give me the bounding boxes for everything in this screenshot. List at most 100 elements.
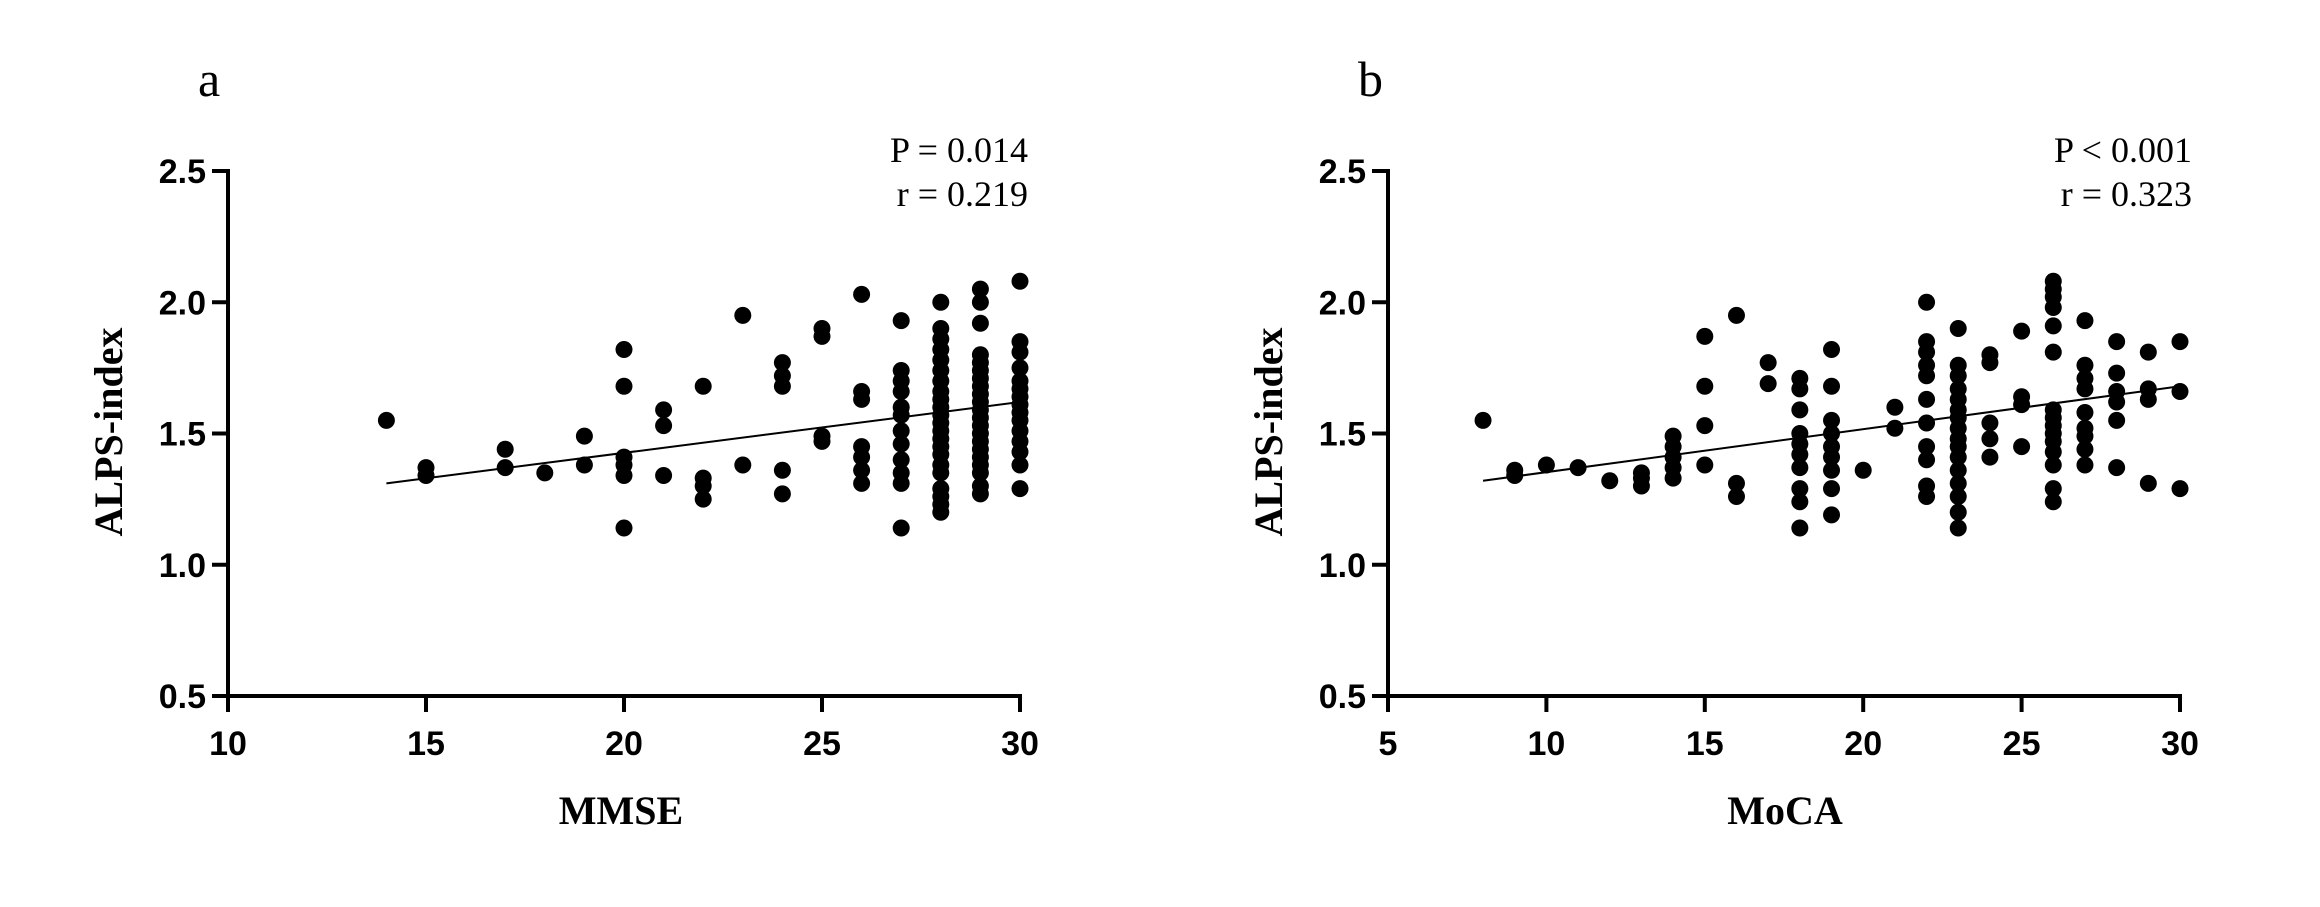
panel-b-x-tick-label: 5	[1379, 725, 1398, 763]
panel-a-data-point	[1011, 456, 1029, 474]
panel-a-x-tick-label: 20	[605, 725, 643, 763]
panel-b-data-point	[1727, 488, 1745, 505]
panel-a-data-point	[694, 377, 712, 395]
panel-b-x-tick-label: 30	[2161, 725, 2199, 763]
panel-b-data-point	[2013, 396, 2031, 414]
panel-a-data-point	[892, 422, 910, 440]
panel-b-data-point	[1759, 375, 1777, 393]
panel-a-y-tick-label: 1.5	[159, 416, 206, 454]
panel-a-data-point	[615, 341, 633, 358]
panel-a-data-point	[892, 383, 910, 400]
panel-a-data-point	[694, 477, 712, 495]
panel-a-data-point	[813, 327, 831, 345]
panel-b-data-point	[1918, 414, 1936, 432]
panel-a-data-point	[615, 377, 633, 395]
panel-a-data-point	[971, 293, 989, 311]
panel-b-data-point	[1918, 438, 1936, 456]
panel-b-data-point	[1696, 377, 1714, 395]
panel-a-x-tick-label: 25	[803, 725, 841, 763]
panel-b-data-point	[1601, 472, 1619, 490]
panel-b-data-point	[1791, 446, 1809, 463]
panel-a-x-tick-label: 30	[1001, 725, 1039, 763]
panel-a-data-point	[655, 467, 673, 484]
panel-b-data-point	[1791, 459, 1809, 477]
panel-a-data-point	[734, 456, 752, 474]
panel-b-data-point	[1791, 401, 1809, 419]
panel-a: a P = 0.014 r = 0.219 ALPS-index MMSE 0.…	[86, 51, 1039, 833]
panel-a-data-point	[892, 435, 910, 453]
panel-a-regression-line	[386, 401, 1021, 485]
panel-a-data-point	[892, 406, 910, 424]
panel-b-data-point	[2171, 383, 2189, 400]
panel-b-data-point	[1823, 448, 1841, 466]
panel-a-y-axis-label: ALPS-index	[86, 328, 131, 537]
panel-b-data-point	[1791, 380, 1809, 398]
panel-b-x-tick-label: 15	[1686, 725, 1724, 763]
panel-a-data-point	[773, 377, 791, 395]
panel-b: b P < 0.001 r = 0.323 ALPS-index MoCA 0.…	[1246, 51, 2199, 833]
panel-b-data-point	[1759, 354, 1777, 372]
panel-a-data-point	[1011, 359, 1029, 377]
panel-a-r-value: r = 0.219	[897, 174, 1028, 214]
panel-b-data-point	[2108, 459, 2126, 477]
panel-a-data-point	[853, 390, 871, 408]
panel-a-data-point	[575, 456, 593, 474]
panel-a-data-point	[971, 280, 989, 298]
panel-b-data-point	[1981, 448, 1999, 466]
panel-b-data-point	[1696, 417, 1714, 435]
panel-a-y-tick-label: 1.0	[159, 547, 206, 585]
panel-a-data-point	[655, 417, 673, 435]
panel-b-data-point	[1886, 398, 1904, 416]
panel-b-data-point	[2108, 411, 2126, 429]
panel-a-data-point	[615, 467, 633, 484]
panel-b-data-point	[2108, 364, 2126, 382]
panel-b-data-point	[2044, 456, 2062, 474]
panel-b-data-point	[2044, 343, 2062, 361]
panel-b-data-point	[2044, 480, 2062, 498]
panel-b-x-tick-label: 10	[1527, 725, 1565, 763]
panel-b-data-point	[2139, 390, 2157, 408]
panel-b-data-point	[1696, 327, 1714, 345]
panel-a-data-point	[496, 440, 514, 458]
panel-b-data-point	[2044, 493, 2062, 511]
panel-b-data-point	[1854, 461, 1872, 479]
panel-a-data-point	[694, 490, 712, 508]
panel-b-data-point	[1791, 519, 1809, 537]
panel-a-data-point	[1011, 272, 1029, 290]
panel-a-data-point	[892, 312, 910, 330]
panel-b-data-point	[2076, 456, 2094, 474]
panel-a-data-point	[1011, 443, 1029, 461]
panel-b-data-point	[1918, 488, 1936, 505]
panel-b-data-point	[1918, 390, 1936, 408]
panel-a-data-point	[971, 464, 989, 482]
panel-b-y-tick-label: 0.5	[1319, 678, 1366, 716]
panel-b-y-tick-label: 1.0	[1319, 547, 1366, 585]
panel-b-data-point	[1981, 414, 1999, 432]
panel-b-data-point	[1823, 411, 1841, 429]
panel-b-data-point	[1664, 469, 1682, 487]
panel-b-data-point	[2076, 440, 2094, 458]
panel-b-y-tick-label: 1.5	[1319, 416, 1366, 454]
panel-b-x-tick-label: 20	[1844, 725, 1882, 763]
panel-a-data-point	[773, 461, 791, 479]
panel-a-data-point	[655, 401, 673, 419]
panel-b-data-point	[2139, 343, 2157, 361]
panel-b-data-point	[2171, 333, 2189, 351]
panel-b-r-value: r = 0.323	[2061, 174, 2192, 214]
panel-a-y-tick-label: 0.5	[159, 678, 206, 716]
panel-a-data-point	[853, 448, 871, 466]
panel-a-x-tick-label: 15	[407, 725, 445, 763]
panel-a-data-point	[536, 464, 554, 482]
panel-b-data-point	[1823, 480, 1841, 498]
panel-a-data-point	[813, 432, 831, 450]
panel-a-data-point	[1011, 480, 1029, 498]
panel-b-data-point	[1918, 367, 1936, 385]
panel-b-data-point	[2013, 322, 2031, 340]
panel-a-data-point	[377, 411, 395, 429]
panel-b-y-tick-label: 2.5	[1319, 153, 1366, 191]
panel-a-data-point	[971, 485, 989, 503]
panel-b-data-point	[2076, 356, 2094, 374]
panel-b-data-point	[1727, 306, 1745, 324]
panel-a-x-tick-label: 10	[209, 725, 247, 763]
panel-a-data-point	[892, 519, 910, 537]
